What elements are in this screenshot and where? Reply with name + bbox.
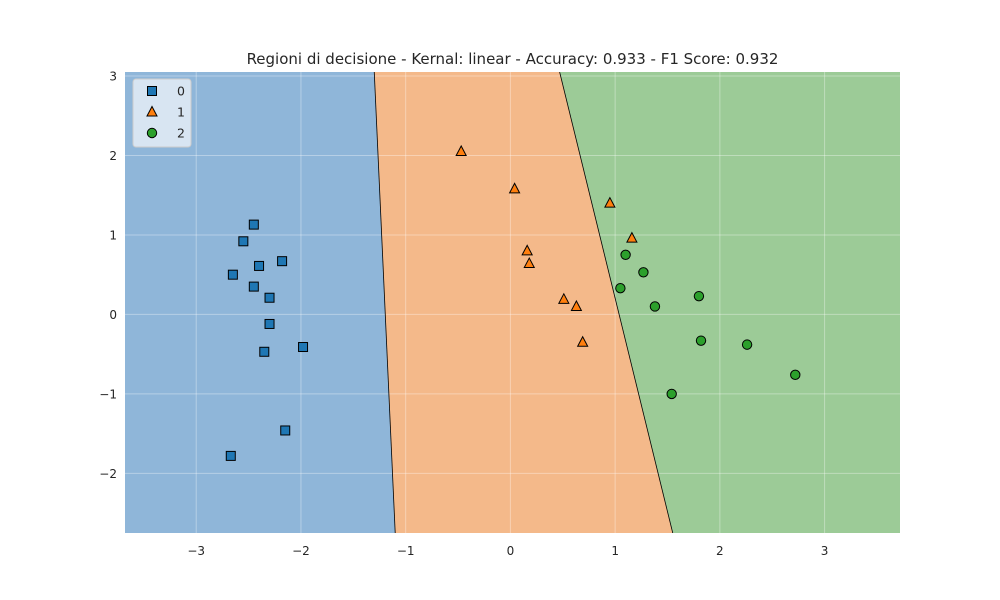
region-class-0 (125, 72, 396, 533)
data-point-class-0 (254, 260, 265, 271)
data-points (225, 144, 801, 461)
legend-marker-class-2 (146, 127, 158, 139)
legend-marker-class-0 (147, 86, 157, 96)
data-point-class-1 (521, 244, 533, 256)
decision-boundary-line (373, 72, 396, 533)
y-axis-ticks: −2 −1 0 1 2 3 (99, 69, 117, 480)
y-tick-label: 2 (109, 149, 117, 163)
legend-label: 2 (177, 126, 185, 141)
data-point-class-0 (225, 450, 236, 461)
data-point-class-1 (576, 335, 589, 347)
data-point-class-1 (557, 292, 570, 304)
y-tick-label: 1 (109, 228, 117, 242)
data-point-class-2 (695, 335, 707, 346)
decision-regions (125, 72, 900, 533)
data-point-class-0 (248, 219, 259, 230)
x-tick-label: 2 (716, 544, 724, 558)
data-point-class-0 (280, 425, 291, 436)
data-point-class-0 (277, 256, 288, 267)
data-point-class-1 (626, 231, 638, 243)
x-axis-ticks: −3 −2 −1 0 1 2 3 (187, 544, 828, 558)
x-tick-label: 1 (611, 544, 619, 558)
x-tick-label: −1 (397, 544, 415, 558)
legend: 0 1 2 (132, 78, 192, 148)
decision-boundary-line (559, 72, 674, 533)
x-tick-label: −3 (187, 544, 205, 558)
data-point-class-1 (570, 299, 583, 311)
legend-label: 0 (177, 84, 185, 99)
data-point-class-2 (666, 388, 677, 400)
data-point-class-0 (264, 318, 275, 329)
data-point-class-1 (523, 256, 536, 269)
data-point-class-2 (741, 339, 753, 350)
data-point-class-1 (508, 182, 521, 194)
data-point-class-2 (615, 282, 626, 294)
data-point-class-2 (620, 249, 631, 261)
y-tick-label: 3 (109, 69, 117, 83)
y-tick-label: 0 (109, 308, 117, 322)
x-tick-label: 0 (507, 544, 515, 558)
grid-lines (125, 72, 900, 533)
data-point-class-1 (455, 144, 468, 156)
data-point-class-0 (238, 236, 249, 247)
y-tick-label: −1 (99, 387, 117, 401)
data-point-class-2 (693, 290, 705, 302)
decision-boundaries (373, 72, 674, 533)
y-tick-label: −2 (99, 467, 117, 481)
chart-title: Regioni di decisione - Kernal: linear - … (247, 50, 779, 68)
legend-marker-class-1 (146, 105, 158, 117)
data-point-class-2 (790, 369, 801, 381)
data-point-class-0 (248, 281, 259, 292)
data-point-class-2 (649, 301, 661, 312)
legend-label: 1 (177, 105, 185, 120)
data-point-class-0 (227, 269, 238, 280)
data-point-class-1 (604, 196, 616, 208)
data-point-class-0 (259, 346, 270, 357)
x-tick-label: −2 (292, 544, 310, 558)
data-point-class-2 (638, 267, 649, 278)
data-point-class-0 (264, 292, 275, 303)
x-tick-label: 3 (821, 544, 829, 558)
region-class-1 (374, 72, 673, 533)
data-point-class-0 (298, 342, 309, 353)
